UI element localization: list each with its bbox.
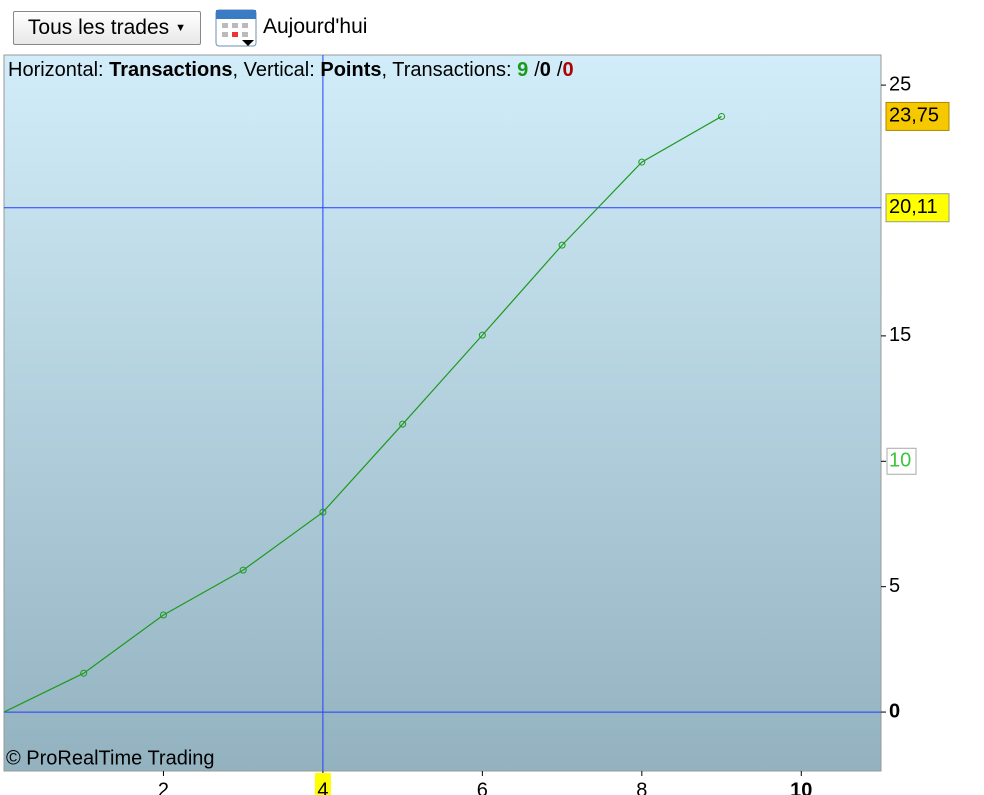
- info-h-label: Horizontal:: [8, 59, 109, 81]
- x-tick-label: 8: [636, 779, 647, 795]
- x-tick-label: 10: [790, 779, 812, 795]
- copyright: © ProRealTime Trading: [6, 747, 215, 769]
- calendar-icon[interactable]: [214, 6, 258, 48]
- info-neutral: 0: [540, 59, 551, 81]
- info-losses: 0: [562, 59, 573, 81]
- point: [718, 112, 726, 120]
- dropdown-arrow: ▼: [175, 22, 187, 34]
- info-sep: /: [534, 59, 540, 81]
- point: [239, 566, 247, 574]
- crosshair-x-label: 4: [317, 779, 328, 795]
- point: [399, 420, 407, 428]
- last-value-box: [885, 101, 950, 131]
- y-tick-label: 10: [889, 450, 911, 472]
- info-sep: /: [557, 59, 563, 81]
- point: [159, 611, 167, 619]
- info-t-label: , Transactions:: [381, 59, 517, 81]
- crosshair-x-box: [314, 773, 331, 795]
- today-button[interactable]: Aujourd'hui: [263, 15, 368, 38]
- crosshair-y-label: 20,11: [889, 196, 938, 218]
- y-tick-label: 25: [889, 73, 911, 95]
- y-tick-label: 15: [889, 324, 911, 346]
- trade-dropdown[interactable]: Tous les trades ▼: [13, 11, 201, 45]
- info-line: Horizontal: Transactions, Vertical: Poin…: [8, 59, 574, 81]
- tick-highlight: [886, 447, 917, 475]
- info-h-value: Transactions: [109, 59, 232, 81]
- x-tick-label: 2: [158, 779, 169, 795]
- dropdown-label: Tous les trades: [27, 16, 170, 39]
- last-value-label: 23,75: [889, 105, 939, 127]
- point: [319, 508, 327, 516]
- info-v-label: , Vertical:: [233, 59, 321, 81]
- y-tick-label: 0: [889, 700, 900, 722]
- x-tick-label: 6: [477, 779, 488, 795]
- info-wins: 9: [517, 59, 528, 81]
- series-line: [3, 115, 722, 713]
- point: [478, 331, 486, 339]
- info-v-value: Points: [320, 59, 381, 81]
- crosshair-y-box: [885, 193, 950, 223]
- y-tick-label: 5: [889, 575, 900, 597]
- point: [638, 158, 646, 166]
- point: [80, 669, 88, 677]
- point: [558, 241, 566, 249]
- plot-area: [3, 54, 882, 772]
